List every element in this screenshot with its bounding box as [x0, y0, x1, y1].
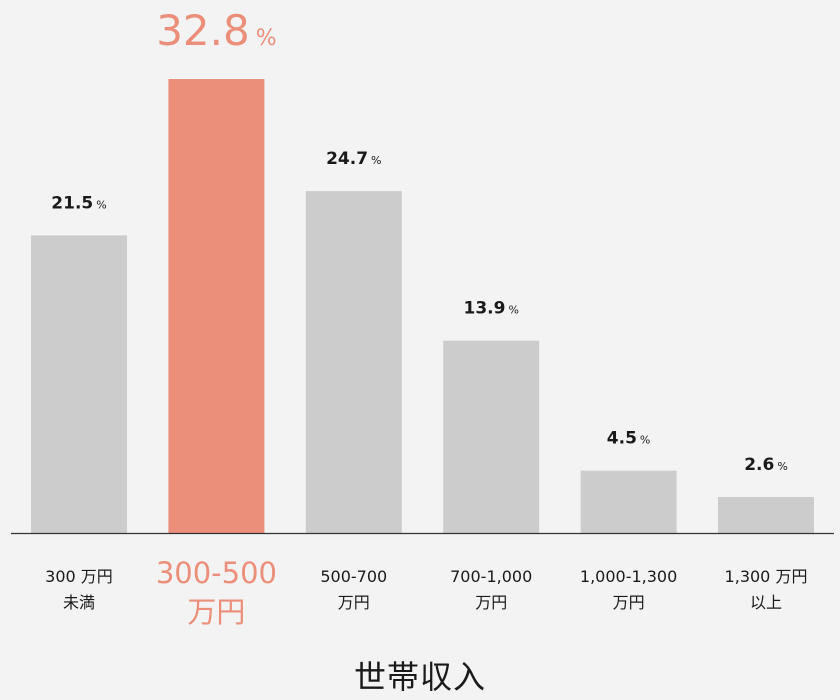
data-label-unit: % — [777, 460, 787, 473]
tick-label: 300 万円 — [45, 567, 113, 586]
data-label-unit: % — [96, 198, 106, 211]
tick-label: 1,000-1,300 — [580, 567, 677, 586]
data-label-unit: % — [508, 304, 518, 317]
tick-label: 万円 — [475, 593, 507, 612]
tick-label: 未満 — [63, 593, 95, 612]
data-label: 24.7% — [326, 149, 381, 169]
tick-label: 1,300 万円 — [725, 567, 808, 586]
bar — [580, 470, 677, 533]
data-label-value: 4.5 — [607, 429, 637, 449]
data-label: 2.6% — [744, 455, 788, 475]
tick-label: 700-1,000 — [450, 567, 532, 586]
data-label: 32.8% — [156, 6, 276, 55]
bar — [718, 497, 814, 533]
data-label-unit: % — [256, 26, 277, 51]
data-label-value: 32.8 — [156, 6, 250, 55]
data-label-unit: % — [371, 154, 381, 167]
tick-label: 万円 — [613, 593, 645, 612]
data-label: 4.5% — [607, 429, 651, 449]
tick-label: 万円 — [187, 595, 245, 629]
data-label-value: 21.5 — [51, 193, 93, 213]
bar — [443, 340, 540, 533]
bar-highlight — [168, 79, 265, 533]
data-label-value: 13.9 — [463, 299, 505, 319]
bar — [305, 191, 402, 533]
tick-label: 万円 — [338, 593, 370, 612]
data-label-value: 2.6 — [744, 455, 774, 475]
tick-label: 500-700 — [320, 567, 387, 586]
tick-label: 以上 — [750, 593, 782, 612]
data-label: 21.5% — [51, 193, 106, 213]
x-axis-title: 世帯収入 — [353, 658, 486, 696]
bar — [31, 235, 127, 533]
data-label-unit: % — [640, 434, 650, 447]
data-label: 13.9% — [463, 299, 518, 319]
data-label-value: 24.7 — [326, 149, 368, 169]
tick-label: 300-500 — [156, 556, 277, 590]
